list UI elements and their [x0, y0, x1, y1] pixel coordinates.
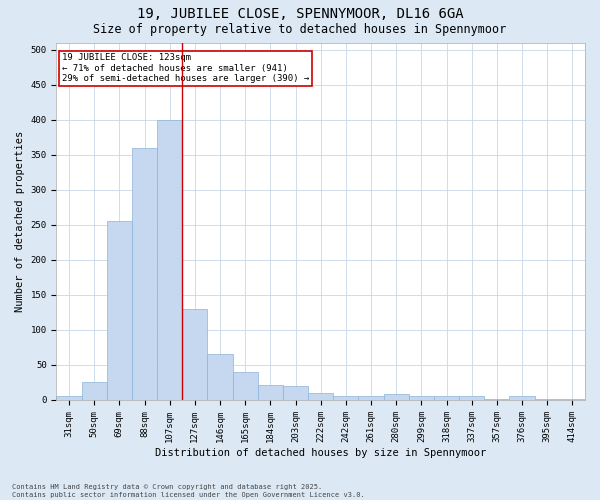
Text: 19 JUBILEE CLOSE: 123sqm
← 71% of detached houses are smaller (941)
29% of semi-: 19 JUBILEE CLOSE: 123sqm ← 71% of detach… — [62, 53, 309, 83]
Bar — [182, 309, 208, 400]
Bar — [308, 393, 333, 400]
Bar — [82, 382, 107, 400]
Bar — [509, 396, 535, 400]
Bar — [434, 396, 459, 400]
Bar — [358, 396, 383, 400]
Bar — [208, 354, 233, 400]
Bar — [283, 386, 308, 400]
Bar — [157, 120, 182, 400]
Bar — [383, 394, 409, 400]
Bar — [56, 396, 82, 400]
Bar — [409, 396, 434, 400]
Bar — [333, 396, 358, 400]
Y-axis label: Number of detached properties: Number of detached properties — [15, 130, 25, 312]
Bar — [107, 221, 132, 400]
Bar — [233, 372, 258, 400]
Bar — [132, 148, 157, 400]
Text: 19, JUBILEE CLOSE, SPENNYMOOR, DL16 6GA: 19, JUBILEE CLOSE, SPENNYMOOR, DL16 6GA — [137, 8, 463, 22]
Bar — [459, 396, 484, 400]
Bar — [258, 384, 283, 400]
X-axis label: Distribution of detached houses by size in Spennymoor: Distribution of detached houses by size … — [155, 448, 487, 458]
Text: Size of property relative to detached houses in Spennymoor: Size of property relative to detached ho… — [94, 22, 506, 36]
Text: Contains HM Land Registry data © Crown copyright and database right 2025.
Contai: Contains HM Land Registry data © Crown c… — [12, 484, 365, 498]
